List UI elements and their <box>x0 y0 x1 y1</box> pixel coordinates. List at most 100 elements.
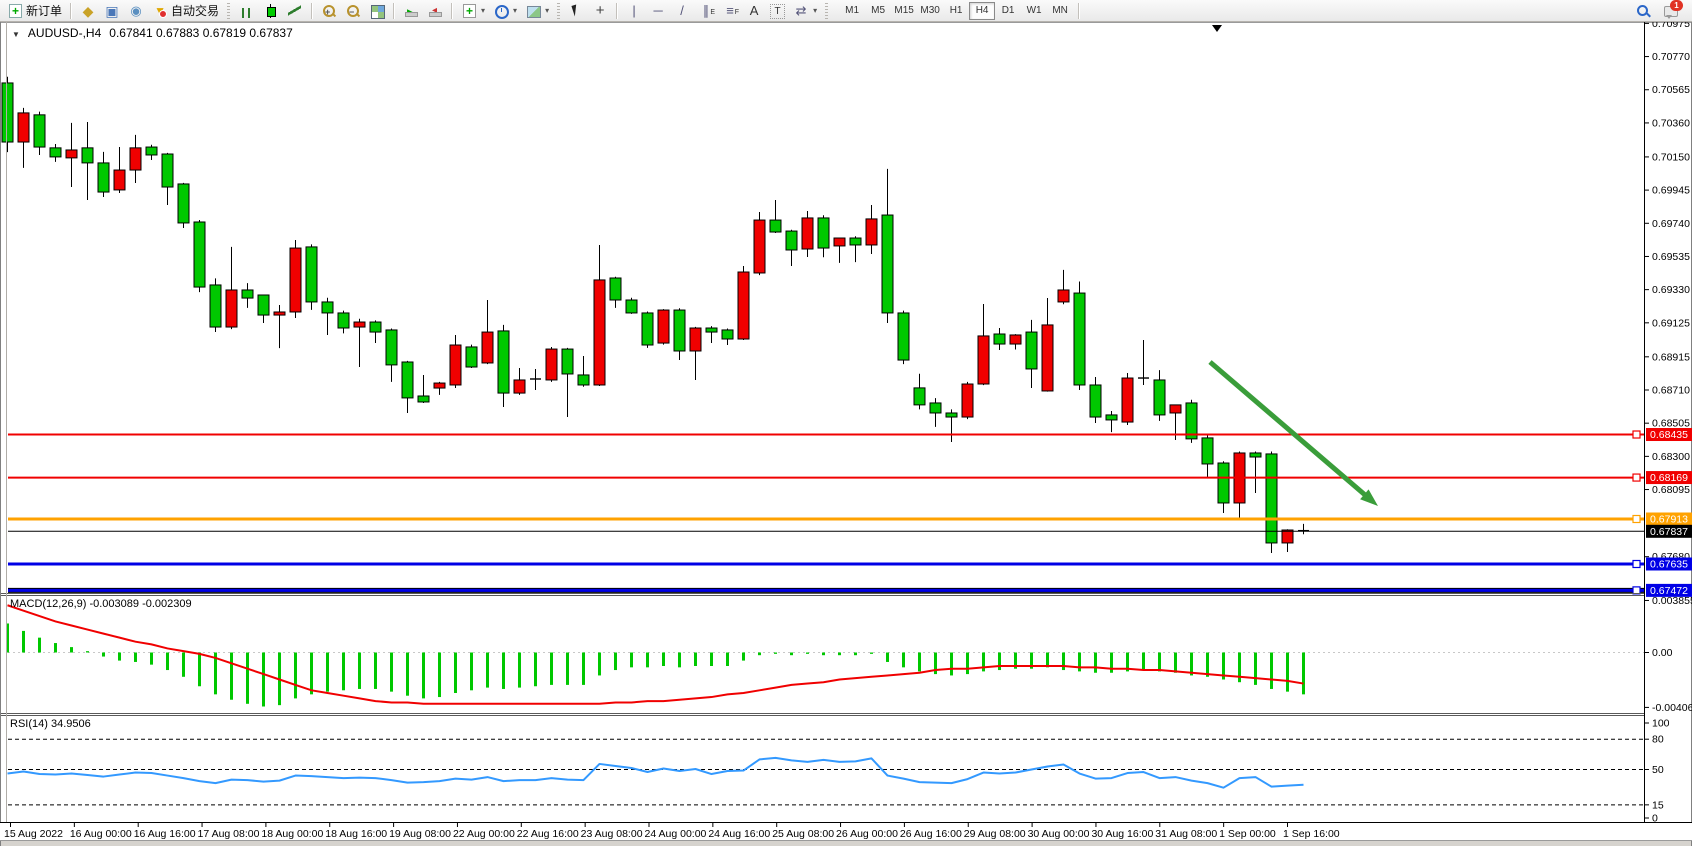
bullish-candle <box>593 279 606 386</box>
bearish-candle <box>145 146 158 156</box>
macd-tick-label: 0.003855 <box>1652 595 1692 607</box>
timeframe-d1[interactable]: D1 <box>995 2 1021 20</box>
rsi-tick-label: 15 <box>1652 799 1664 811</box>
autotrading-button[interactable]: 自动交易 <box>149 1 222 21</box>
line-handle[interactable] <box>1632 514 1641 524</box>
navigator-button[interactable] <box>77 1 99 21</box>
fibonacci-button[interactable]: ≡ F <box>719 1 741 21</box>
zoom-out-icon: − <box>345 3 361 19</box>
bearish-candle <box>641 312 654 346</box>
periods-button[interactable]: ▾ <box>490 1 520 21</box>
timeframe-w1[interactable]: W1 <box>1021 2 1047 20</box>
line-chart-button[interactable] <box>284 1 306 21</box>
trendline-button[interactable]: / <box>671 1 693 21</box>
arrows-button[interactable]: ⇄ ▾ <box>790 1 820 21</box>
cursor-button[interactable] <box>565 1 587 21</box>
toolbar-separator <box>451 2 454 19</box>
line-handle[interactable] <box>1632 559 1641 569</box>
time-tick-label: 17 Aug 08:00 <box>198 828 260 840</box>
timeframe-mn[interactable]: MN <box>1047 2 1073 20</box>
price-tick-label: 0.68505 <box>1652 418 1690 430</box>
down-arrow-line[interactable] <box>1208 360 1368 498</box>
price-level-badge <box>1646 428 1692 442</box>
bullish-candle <box>689 327 702 352</box>
timeframe-m1[interactable]: M1 <box>839 2 865 20</box>
time-axis: 15 Aug 2022 16 Aug 00:00 16 Aug 16:00 17 Au… <box>0 822 1692 841</box>
bullish-candle <box>129 147 142 171</box>
bearish-candle <box>497 330 510 394</box>
bearish-candle <box>209 284 222 328</box>
price-level-badge <box>1646 512 1692 526</box>
one-click-trading-toggle-icon[interactable] <box>12 26 20 40</box>
chat-button[interactable]: 1 <box>1660 0 1683 21</box>
equidistant-channel-button[interactable]: ∥ E <box>695 1 717 21</box>
timeframe-h1[interactable]: H1 <box>943 2 969 20</box>
auto-scroll-icon <box>403 3 419 20</box>
zoom-in-button[interactable]: + <box>318 1 340 21</box>
price-tick-label: 0.68915 <box>1652 351 1690 363</box>
rsi-tick-label: 80 <box>1652 734 1664 746</box>
bullish-candle <box>737 271 750 340</box>
timeframe-h4[interactable]: H4 <box>969 1 996 20</box>
bullish-candle <box>433 382 446 389</box>
bar-chart-button[interactable] <box>235 1 257 21</box>
timeframe-m5[interactable]: M5 <box>865 2 891 20</box>
signals-button[interactable] <box>125 1 147 21</box>
line-handle[interactable] <box>1632 586 1641 595</box>
price-tick-label: 0.69740 <box>1652 218 1690 230</box>
time-tick-label: 19 Aug 08:00 <box>389 828 451 840</box>
chart-shift-marker-icon <box>1212 25 1222 32</box>
bearish-candle <box>417 395 430 403</box>
search-button[interactable] <box>1632 1 1654 21</box>
time-tick-label: 16 Aug 00:00 <box>70 828 132 840</box>
timeframe-m15[interactable]: M15 <box>891 2 917 20</box>
toolbar-grip <box>227 2 231 19</box>
toolbar-right-group: 1 <box>1632 0 1688 21</box>
bullish-candle <box>657 309 670 344</box>
notification-badge: 1 <box>1670 0 1683 11</box>
time-tick-label: 30 Aug 16:00 <box>1091 828 1153 840</box>
price-tick-label: 0.69330 <box>1652 284 1690 296</box>
horizontal-lines-layer[interactable] <box>8 430 1644 595</box>
vertical-line-button[interactable]: | <box>623 1 645 21</box>
symbol-period-label: AUDUSD-,H4 <box>27 26 102 40</box>
chevron-down-icon: ▾ <box>813 6 818 15</box>
bullish-candle <box>513 379 526 394</box>
terminal-button[interactable] <box>101 1 123 21</box>
auto-scroll-button[interactable] <box>400 1 422 21</box>
price-level-badge <box>1646 471 1692 485</box>
chart-shift-button[interactable] <box>424 1 446 21</box>
templates-button[interactable]: ▾ <box>522 1 552 21</box>
indicators-button[interactable]: ▾ <box>458 1 488 21</box>
rsi-tick-label: 0 <box>1652 813 1658 825</box>
crosshair-button[interactable]: + <box>589 1 611 21</box>
bearish-candle <box>897 312 910 361</box>
new-order-button[interactable]: 新订单 <box>4 1 65 21</box>
bearish-candle <box>1 82 14 143</box>
down-arrow-head[interactable] <box>1360 489 1378 506</box>
horizontal-line-button[interactable]: ─ <box>647 1 669 21</box>
bullish-candle <box>545 348 558 381</box>
bearish-candle <box>305 246 318 303</box>
bearish-candle <box>193 221 206 288</box>
tile-windows-button[interactable] <box>366 1 388 21</box>
timeframe-m30[interactable]: M30 <box>917 2 943 20</box>
tile-windows-icon <box>369 3 386 19</box>
text-label-button[interactable]: T <box>767 1 788 21</box>
arrow-annotation[interactable] <box>1208 360 1378 506</box>
bearish-candle <box>785 230 798 251</box>
line-handle[interactable] <box>1632 430 1641 439</box>
zoom-out-button[interactable]: − <box>342 1 364 21</box>
bullish-candle <box>449 344 462 386</box>
bearish-candle <box>993 333 1006 345</box>
text-button[interactable]: A <box>743 1 765 21</box>
line-handle[interactable] <box>1632 473 1641 482</box>
bearish-candle <box>369 321 382 333</box>
bearish-candle <box>769 219 782 233</box>
bullish-candle <box>481 331 494 364</box>
candlestick-chart-button[interactable] <box>259 1 282 21</box>
bullish-candle <box>833 237 846 247</box>
bullish-candle <box>65 149 78 159</box>
